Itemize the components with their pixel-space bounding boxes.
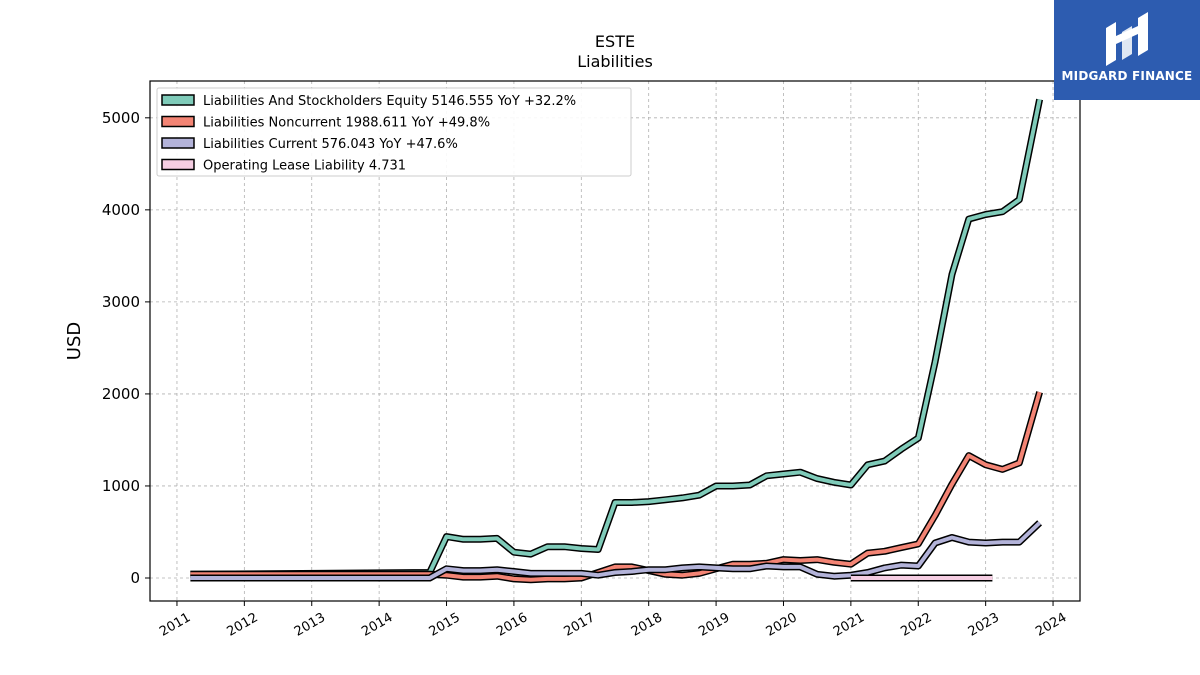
x-tick-label: 2016 xyxy=(494,610,530,640)
series-lines xyxy=(190,98,1044,584)
x-tick-label: 2011 xyxy=(157,610,193,640)
y-tick-label: 2000 xyxy=(102,385,140,403)
y-tick-label: 4000 xyxy=(102,201,140,219)
x-tick-label: 2012 xyxy=(225,610,261,640)
x-tick-label: 2015 xyxy=(427,610,463,640)
y-tick-label: 5000 xyxy=(102,109,140,127)
y-axis-label: USD xyxy=(64,322,85,360)
legend-entry: Liabilities And Stockholders Equity 5146… xyxy=(203,94,576,109)
legend-swatch xyxy=(161,94,195,106)
legend: Liabilities And Stockholders Equity 5146… xyxy=(156,87,632,177)
legend-entry: Liabilities Noncurrent 1988.611 YoY +49.… xyxy=(203,116,490,131)
y-tick-label: 0 xyxy=(130,569,140,587)
legend-swatch xyxy=(161,115,195,128)
x-tick-label: 2014 xyxy=(359,610,395,640)
plot-frame xyxy=(149,80,1081,602)
x-tick-label: 2017 xyxy=(561,610,597,640)
x-tick-label: 2019 xyxy=(696,610,732,640)
x-tick-label: 2013 xyxy=(292,610,328,640)
midgard-logo-icon xyxy=(1106,12,1148,66)
legend-box xyxy=(156,87,632,177)
x-axis-ticks: 2011 2012 2013 2014 2015 2016 2017 2018 2019 2020… xyxy=(157,601,1069,640)
series-outline-liabilities-current xyxy=(190,520,1043,582)
logo-text: MIDGARD FINANCE xyxy=(1061,69,1193,83)
chart-subtitle: Liabilities xyxy=(577,52,653,71)
x-tick-label: 2021 xyxy=(831,610,867,640)
x-tick-label: 2023 xyxy=(966,610,1002,640)
legend-entry: Liabilities Current 576.043 YoY +47.6% xyxy=(203,137,458,152)
series-line-liabilities-and-stockholders-equity xyxy=(190,99,1042,577)
x-tick-label: 2018 xyxy=(629,610,665,640)
series-line-liabilities-current xyxy=(190,521,1041,580)
legend-entry: Operating Lease Liability 4.731 xyxy=(203,159,406,174)
midgard-finance-logo: MIDGARD FINANCE xyxy=(1054,0,1200,100)
y-tick-label: 1000 xyxy=(102,477,140,495)
x-tick-label: 2020 xyxy=(764,610,800,640)
chart-title: ESTE xyxy=(595,32,635,51)
x-tick-label: 2022 xyxy=(898,610,934,640)
y-tick-label: 3000 xyxy=(102,293,140,311)
x-tick-label: 2024 xyxy=(1033,610,1069,640)
legend-swatch xyxy=(161,158,195,171)
legend-swatch xyxy=(161,137,195,149)
y-axis-ticks: 0 1000 2000 3000 4000 5000 xyxy=(102,109,150,587)
